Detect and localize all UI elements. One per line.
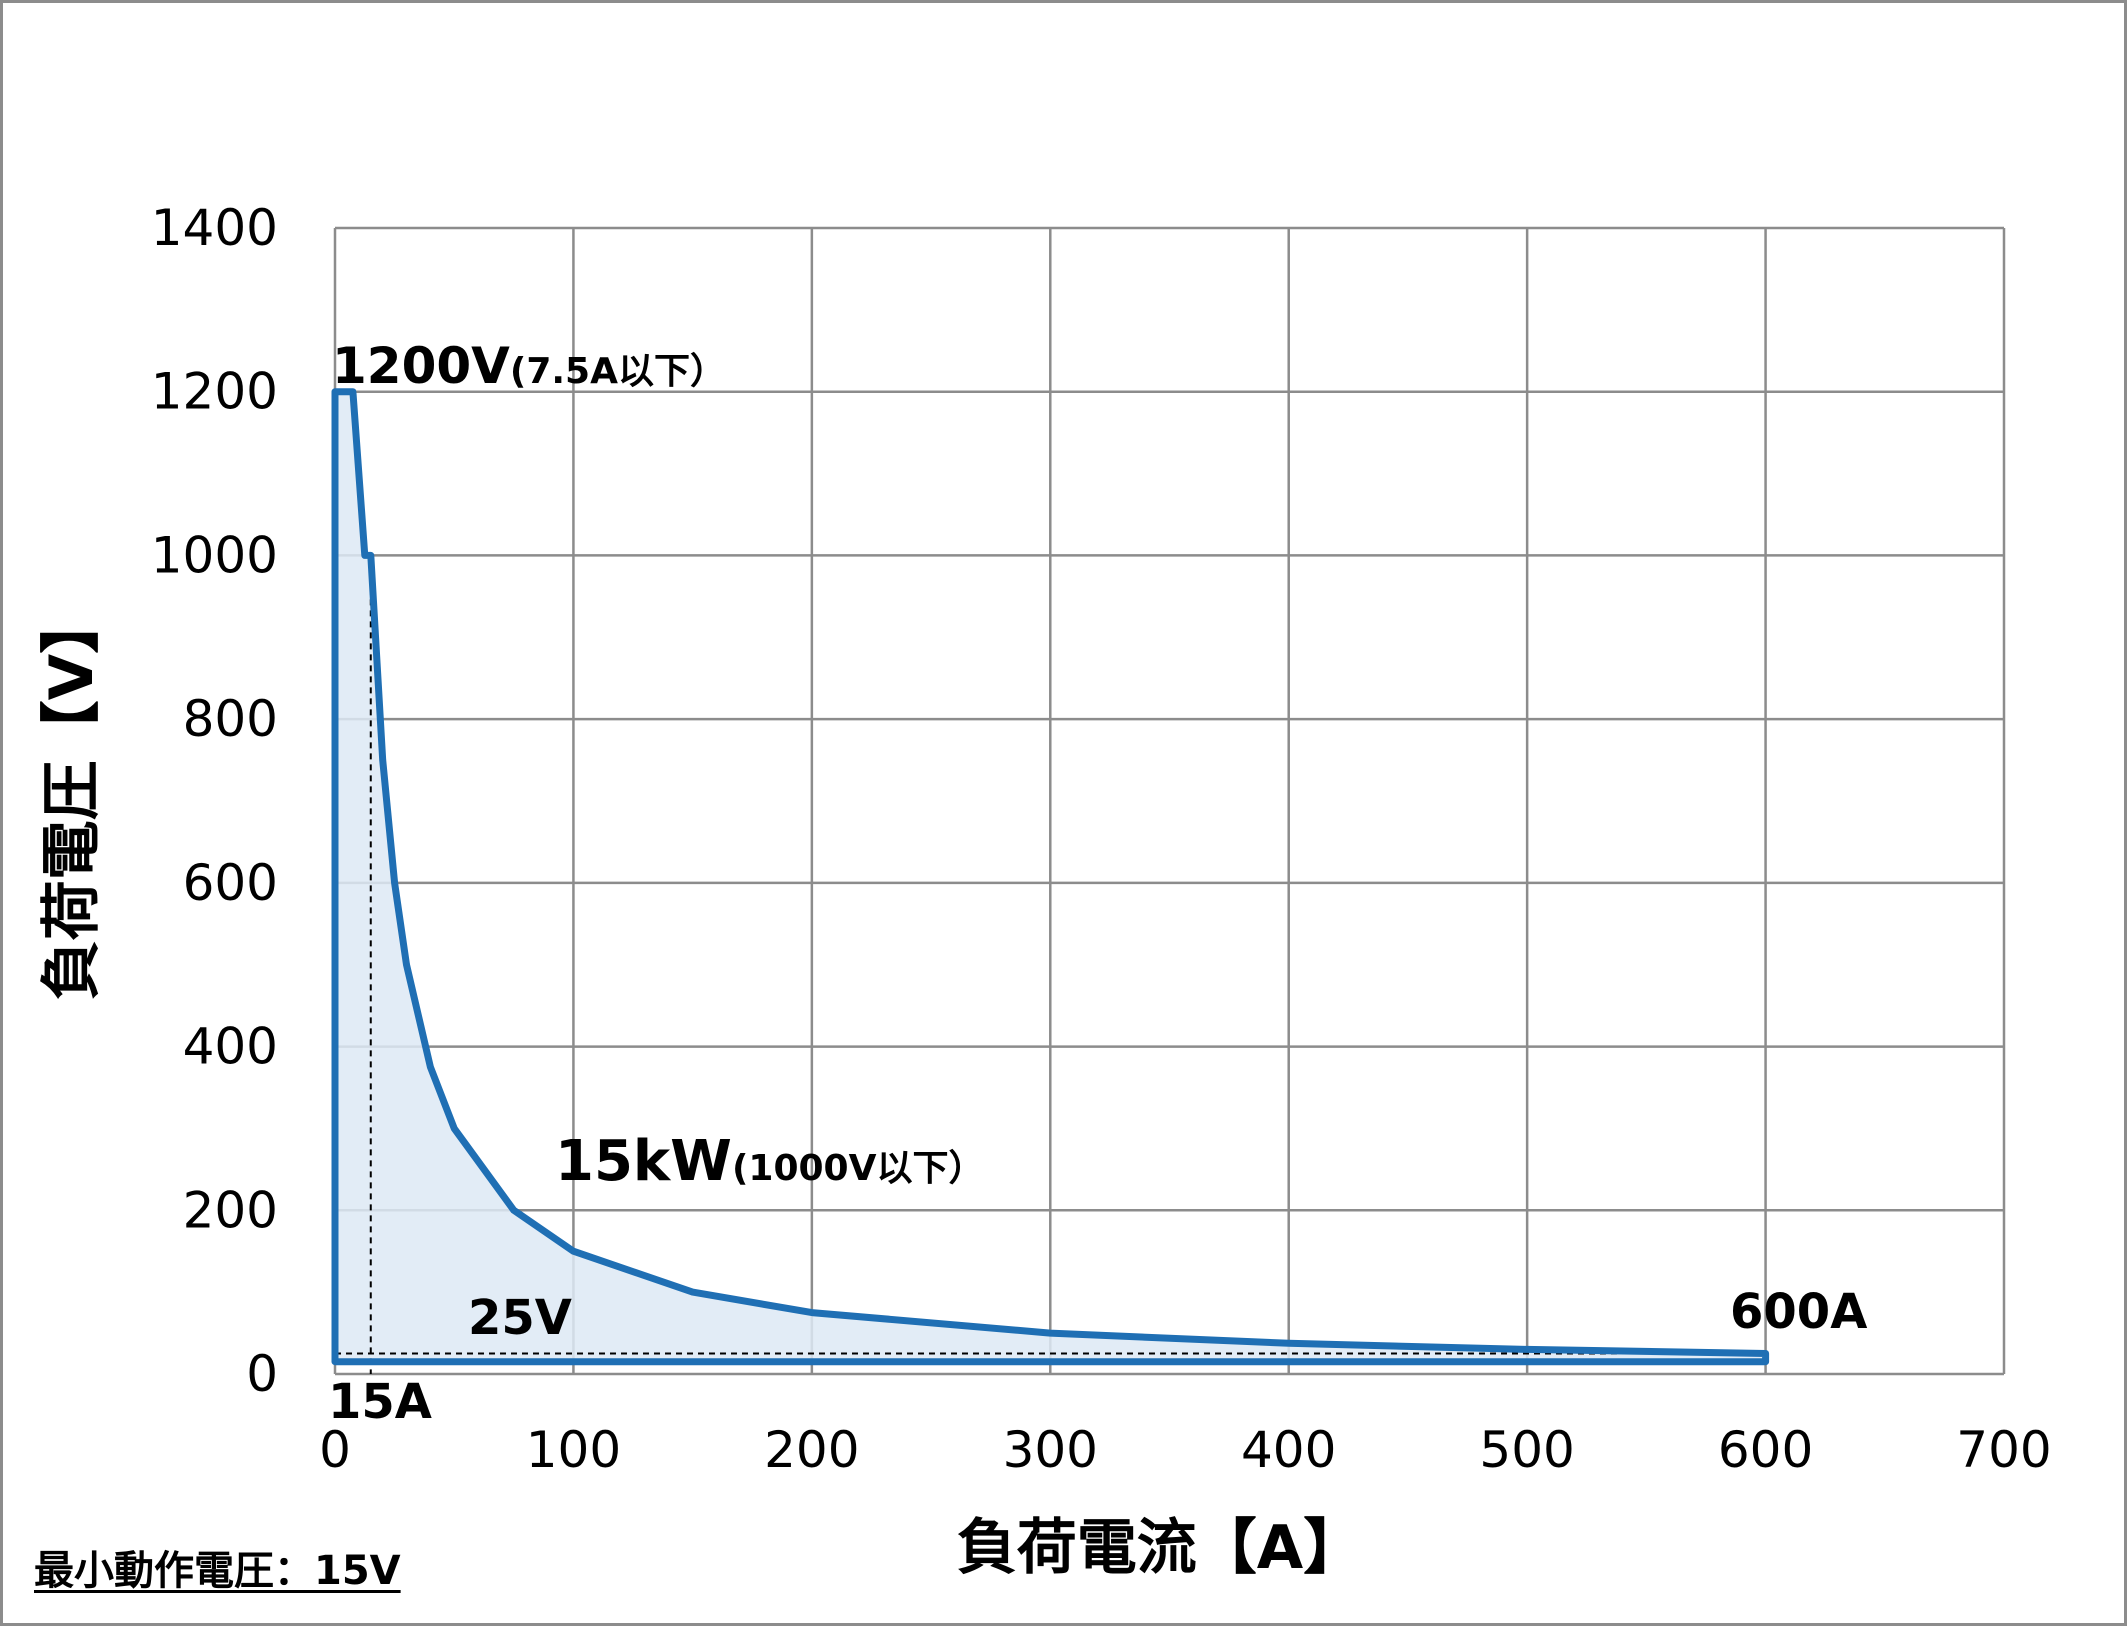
- y-tick-label: 1000: [151, 526, 278, 584]
- annotation-600a: 600A: [1730, 1284, 1867, 1340]
- y-tick-label: 800: [183, 690, 278, 748]
- y-tick-label: 1200: [151, 363, 278, 421]
- power-curve-line: [331, 388, 1770, 1366]
- y-tick-label: 0: [246, 1345, 278, 1403]
- x-tick-label: 700: [1956, 1421, 2051, 1479]
- y-tick-label: 200: [183, 1181, 278, 1239]
- y-axis-title: 負荷電圧【V】: [37, 594, 107, 1000]
- x-tick-label: 300: [1003, 1421, 1098, 1479]
- annotation-15kw-main: 15kW: [555, 1129, 732, 1194]
- annotation-15kw: 15kW(1000V以下）: [555, 1129, 984, 1194]
- operating-area-fill: [335, 391, 1766, 1362]
- reference-lines: [335, 555, 1766, 1374]
- x-tick-label: 0: [319, 1421, 351, 1479]
- tick-labels: 0 100 200 300 400 500 600 700 0 200 400 600 800 1000 1…: [151, 199, 2052, 1479]
- x-tick-label: 100: [526, 1421, 621, 1479]
- x-tick-label: 200: [764, 1421, 859, 1479]
- x-tick-label: 500: [1479, 1421, 1574, 1479]
- x-tick-label: 400: [1241, 1421, 1336, 1479]
- footnote-min-voltage: 最小動作電圧：15V: [34, 1548, 401, 1594]
- annotation-15a: 15A: [328, 1374, 432, 1430]
- annotation-25v: 25V: [468, 1290, 572, 1346]
- y-tick-label: 1400: [151, 199, 278, 257]
- x-tick-label: 600: [1718, 1421, 1813, 1479]
- y-tick-label: 600: [183, 854, 278, 912]
- annotation-15kw-small: (1000V以下）: [732, 1148, 985, 1189]
- y-tick-label: 400: [183, 1018, 278, 1076]
- annotation-1200v: 1200V(7.5A以下）: [332, 337, 726, 395]
- x-axis-title: 負荷電流【A】: [957, 1513, 1363, 1583]
- annotation-1200v-main: 1200V: [332, 337, 510, 395]
- annotation-1200v-small: (7.5A以下）: [510, 351, 726, 392]
- grid: [333, 226, 2006, 1376]
